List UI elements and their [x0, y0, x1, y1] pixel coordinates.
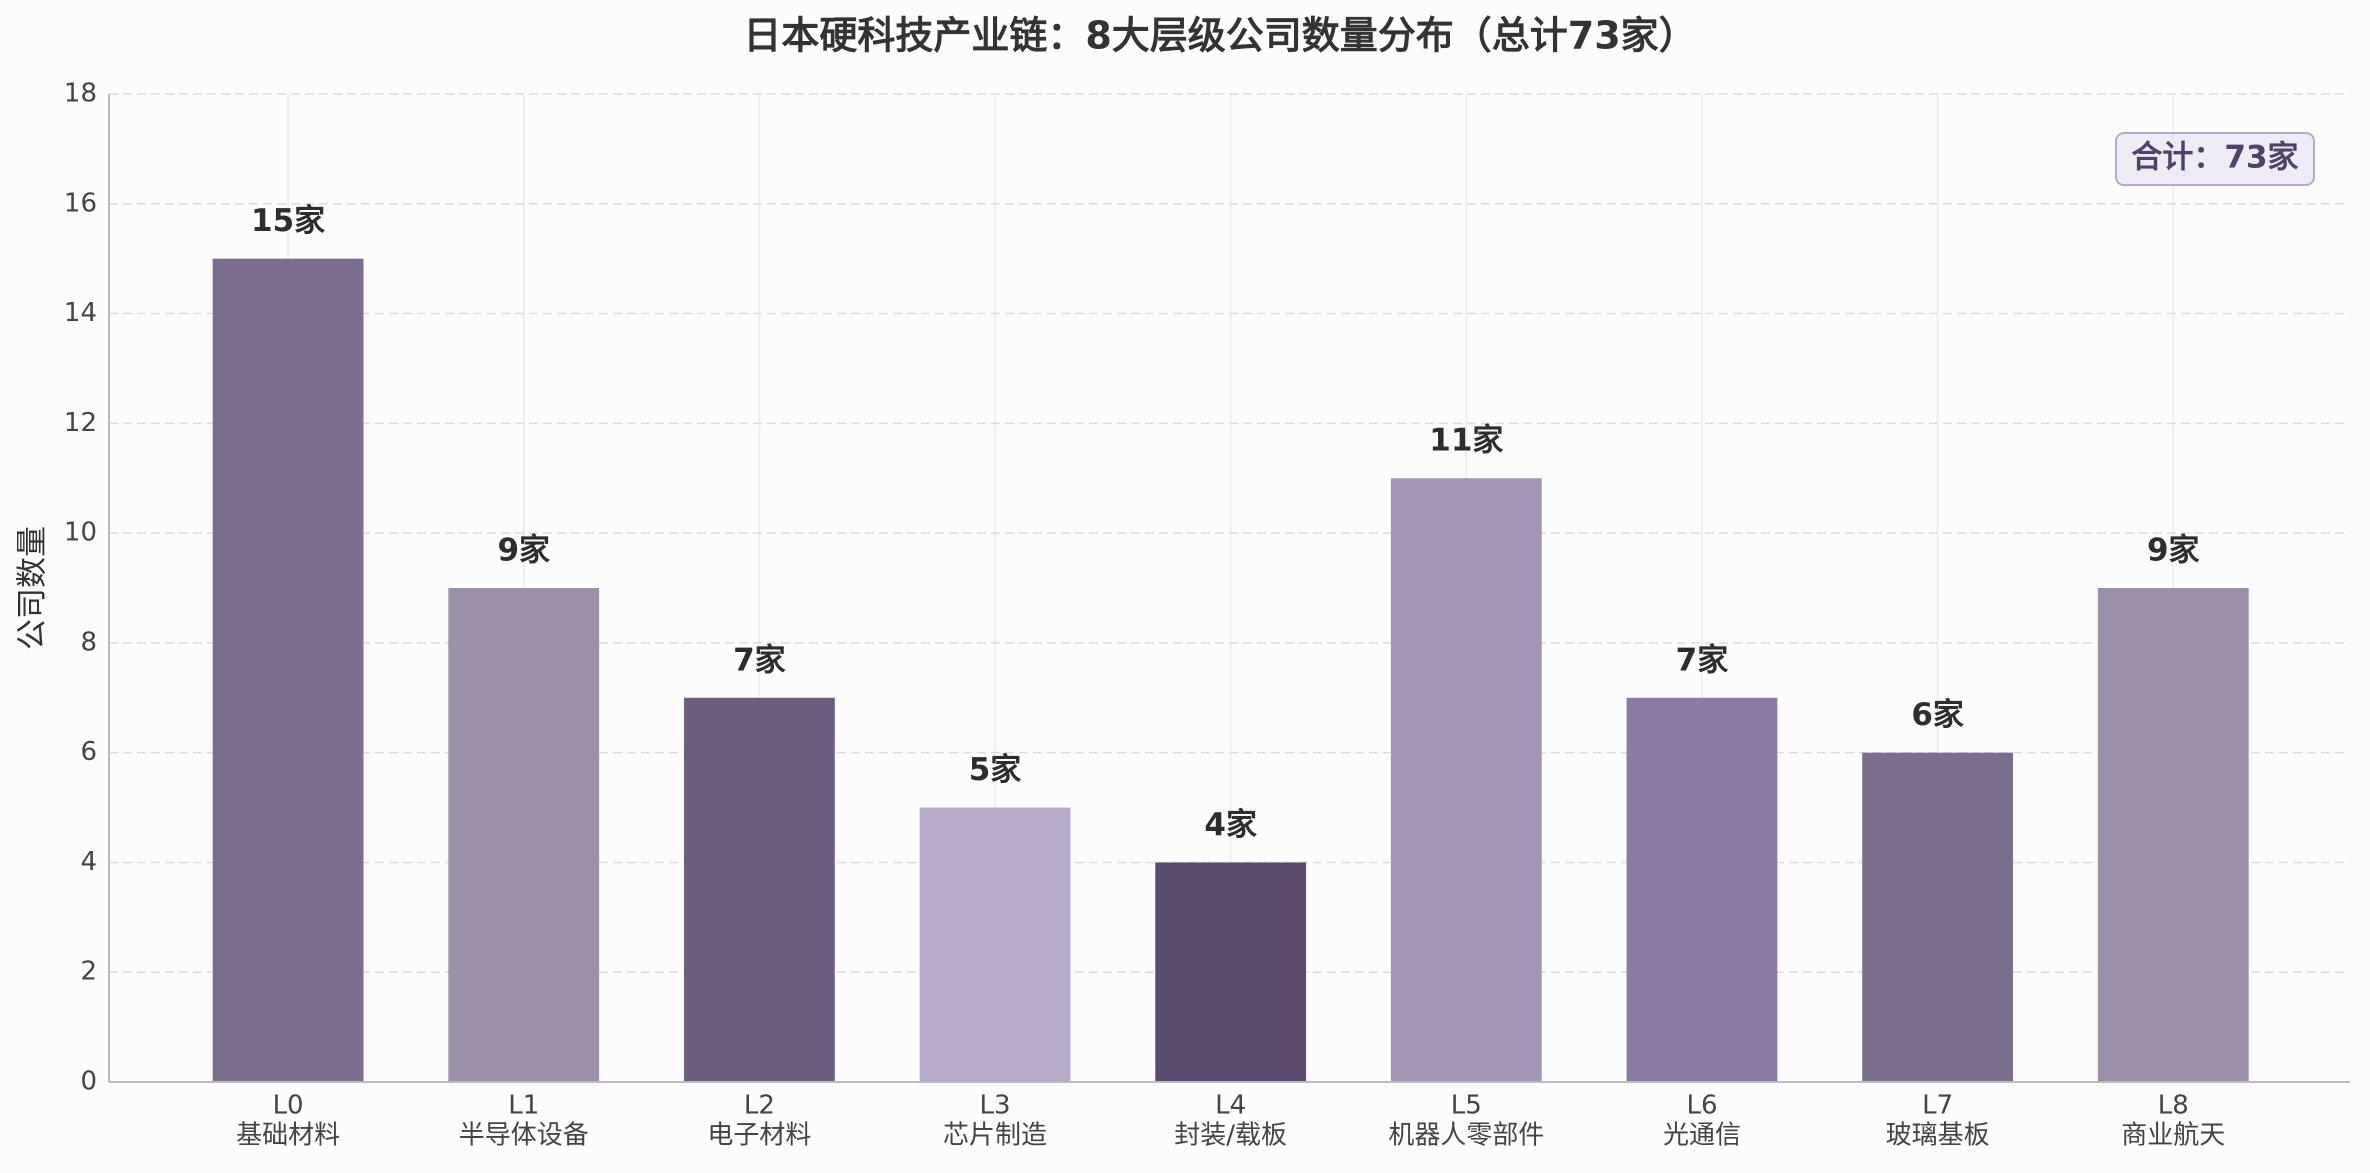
y-tick-label: 2: [80, 957, 97, 987]
x-tick-label: L4: [1215, 1091, 1246, 1121]
x-tick-label: L0: [273, 1091, 304, 1121]
x-tick-sublabel: 商业航天: [2121, 1121, 2225, 1151]
value-label: 7家: [733, 642, 786, 678]
bar: [2097, 588, 2249, 1082]
value-label: 9家: [497, 533, 550, 569]
annotation-box: [2115, 132, 2315, 186]
x-tick-sublabel: 玻璃基板: [1886, 1121, 1990, 1151]
x-tick-label: L3: [980, 1091, 1011, 1121]
x-tick-sublabel: 封装/载板: [1174, 1121, 1287, 1151]
x-tick-sublabel: 光通信: [1663, 1121, 1741, 1151]
x-tick-label: L5: [1451, 1091, 1482, 1121]
x-tick-label: L2: [744, 1091, 775, 1121]
x-tick-sublabel: 机器人零部件: [1388, 1121, 1544, 1151]
y-tick-label: 6: [80, 737, 97, 767]
annotation: 合计：73家: [2131, 140, 2298, 176]
x-tick-label: L6: [1686, 1091, 1717, 1121]
bar: [212, 258, 364, 1083]
value-label: 6家: [1911, 697, 1964, 733]
bar: [448, 588, 600, 1082]
bar: [1626, 697, 1778, 1082]
y-tick-label: 4: [80, 847, 97, 877]
y-axis-label: 公司数量: [15, 526, 51, 650]
bar: [683, 697, 835, 1082]
y-tick-label: 14: [64, 298, 97, 328]
value-label: 15家: [251, 203, 325, 239]
x-tick-sublabel: 芯片制造: [943, 1121, 1047, 1151]
x-tick-sublabel: 半导体设备: [459, 1121, 589, 1151]
y-tick-label: 8: [80, 627, 97, 657]
bar: [919, 807, 1071, 1082]
bar: [1155, 862, 1307, 1082]
x-tick-label: L8: [2158, 1091, 2189, 1121]
chart-title: 日本硬科技产业链：8大层级公司数量分布（总计73家）: [743, 14, 1696, 58]
y-tick-label: 12: [64, 408, 97, 438]
x-tick-sublabel: 基础材料: [236, 1121, 340, 1151]
x-tick-sublabel: 电子材料: [707, 1121, 811, 1151]
value-label: 9家: [2147, 533, 2200, 569]
y-tick-label: 18: [64, 79, 97, 109]
y-tick-label: 0: [80, 1067, 97, 1097]
x-tick-label: L7: [1922, 1091, 1953, 1121]
bar: [1390, 478, 1542, 1082]
value-label: 11家: [1429, 423, 1503, 459]
bar: [1862, 752, 2014, 1082]
y-tick-label: 16: [64, 188, 97, 218]
value-label: 5家: [969, 752, 1022, 788]
value-label: 7家: [1676, 642, 1729, 678]
x-tick-label: L1: [508, 1091, 539, 1121]
value-label: 4家: [1204, 807, 1257, 843]
y-tick-label: 10: [64, 518, 97, 548]
